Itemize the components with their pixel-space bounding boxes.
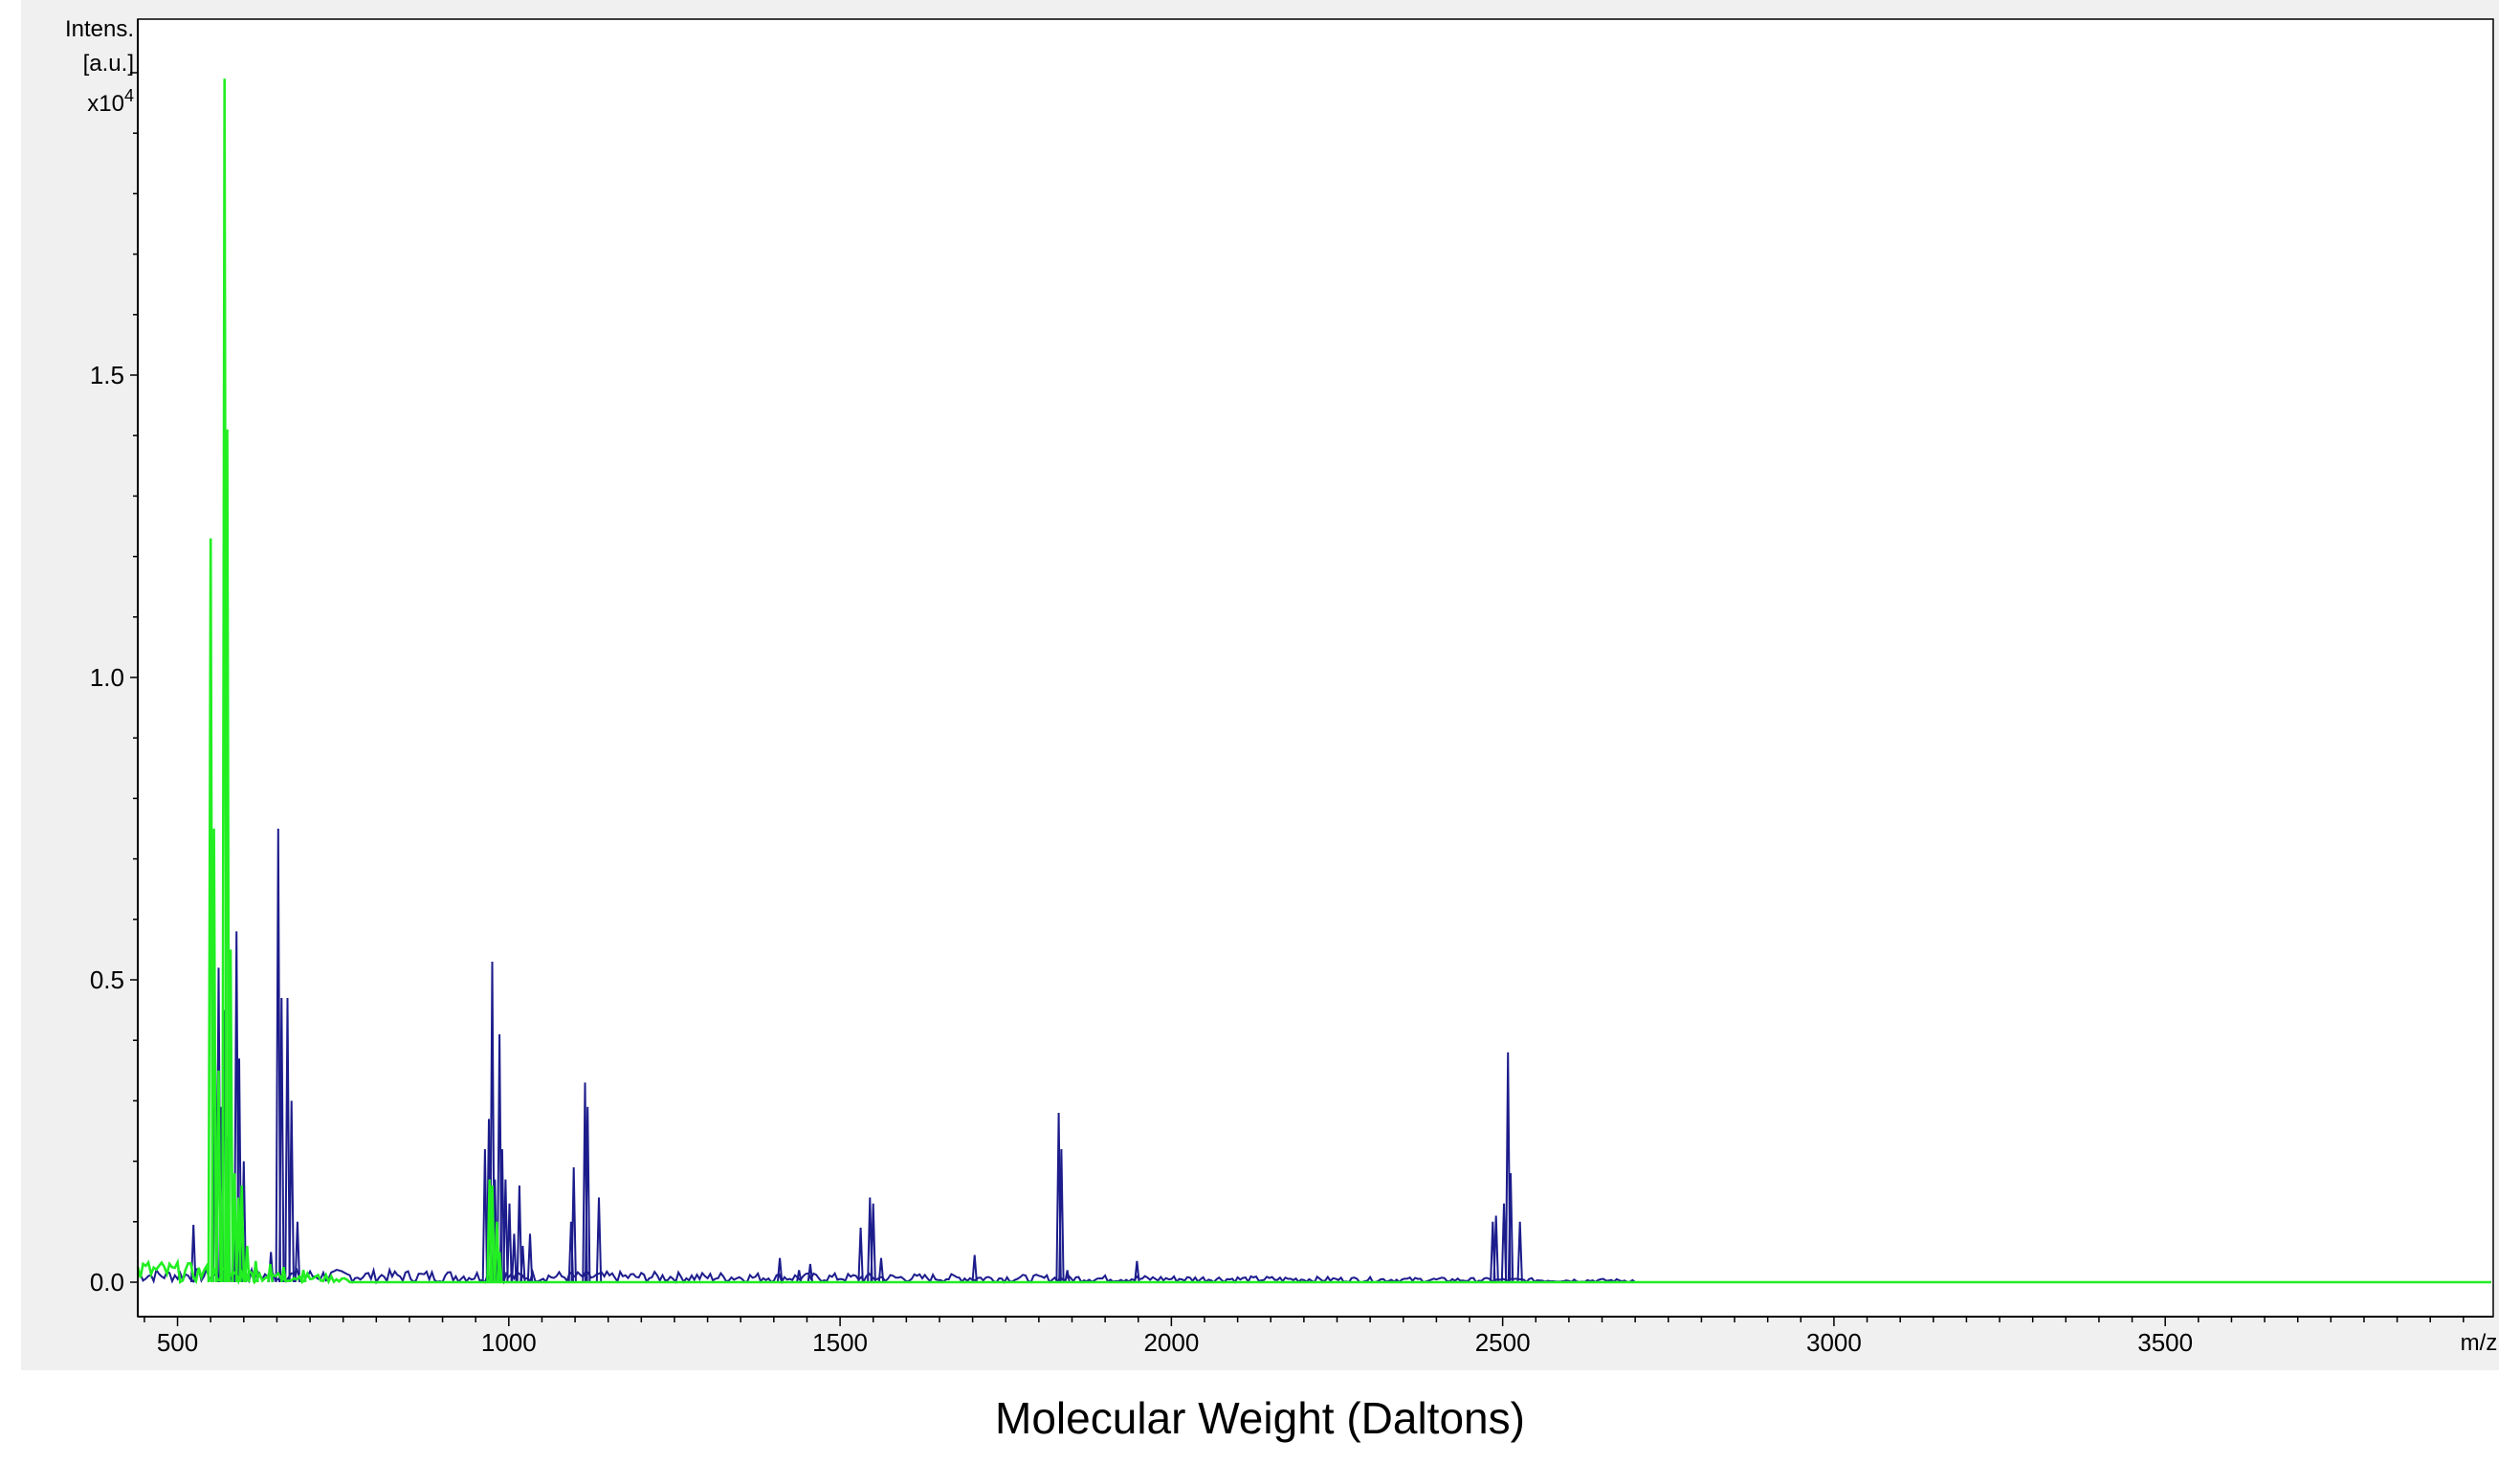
peak-green [267, 1263, 274, 1283]
y-tick-label: 1.0 [90, 663, 124, 692]
peak-blue [481, 1148, 489, 1283]
peak-blue [516, 1185, 523, 1283]
peak-blue [796, 1270, 803, 1283]
peak-green [238, 1185, 246, 1283]
y-axis-multiplier: x104 [87, 86, 134, 117]
x-tick-label: 1000 [481, 1328, 537, 1357]
peak-blue [971, 1254, 978, 1283]
peak-blue [294, 1221, 301, 1283]
plot-series [136, 78, 2491, 1286]
peak-blue [288, 1100, 295, 1283]
peak-blue [570, 1166, 577, 1283]
peak-blue [489, 961, 496, 1283]
plot-area [137, 18, 2494, 1318]
peak-green [279, 1267, 287, 1283]
peak-green [210, 828, 218, 1283]
x-tick-label: 2000 [1143, 1328, 1199, 1357]
peak-blue [877, 1257, 885, 1283]
mass-spectrum-chart: Intens. [a.u.] x104 0.0 0.5 1.0 1.5 500 1000 150… [65, 16, 2498, 1357]
peak-green [299, 1270, 307, 1283]
y-tick-label: 0.0 [90, 1268, 124, 1297]
peak-blue [776, 1257, 784, 1283]
y-axis-label-line: Intens. [65, 16, 134, 42]
peak-blue [511, 1233, 518, 1283]
series-green-baseline [136, 1257, 2491, 1286]
peak-blue [1507, 1173, 1514, 1283]
peak-green [252, 1260, 259, 1283]
peak-blue [595, 1197, 603, 1283]
x-tick-label: 3500 [2137, 1328, 2193, 1357]
y-axis-label: Intens. [a.u.] x104 [65, 16, 134, 117]
peak-blue [278, 997, 285, 1283]
axes: 0.0 0.5 1.0 1.5 500 1000 1500 2000 2500 3000 3500 [90, 19, 2493, 1357]
x-tick-label: 2500 [1475, 1328, 1531, 1357]
series-green [136, 78, 2491, 1286]
peak-blue [190, 1224, 197, 1283]
peak-blue [519, 1246, 526, 1283]
y-axis-label-line: [a.u.] [83, 51, 134, 77]
peak-blue [1492, 1215, 1499, 1283]
peak-blue [1516, 1221, 1523, 1283]
x-axis-unit-label: m/z [2461, 1330, 2498, 1356]
peak-blue [506, 1203, 513, 1283]
peak-green [496, 1252, 503, 1283]
x-tick-label: 500 [157, 1328, 198, 1357]
chart-panel: Intens. [a.u.] x104 0.0 0.5 1.0 1.5 500 1000 150… [21, 0, 2499, 1370]
peak-green [215, 1070, 222, 1283]
peak-green [243, 1246, 251, 1283]
peak-blue [526, 1233, 534, 1283]
y-tick-label: 1.5 [90, 361, 124, 389]
peak-blue [1134, 1260, 1140, 1283]
peak-blue [1064, 1270, 1071, 1283]
x-axis-caption: Molecular Weight (Daltons) [995, 1393, 1525, 1443]
peak-blue [870, 1203, 876, 1283]
peak-blue [502, 1179, 509, 1283]
peak-blue [857, 1228, 864, 1283]
peak-blue [284, 997, 291, 1283]
x-tick-label: 1500 [812, 1328, 868, 1357]
peak-green [231, 1173, 238, 1283]
peak-blue [1058, 1148, 1065, 1283]
y-tick-label: 0.5 [90, 965, 124, 994]
peak-green [489, 1185, 496, 1283]
peak-blue [275, 828, 281, 1283]
peak-green [227, 949, 234, 1283]
peak-blue [807, 1263, 814, 1283]
x-tick-label: 3000 [1806, 1328, 1862, 1357]
peak-blue [585, 1106, 591, 1283]
peak-green [224, 429, 231, 1283]
